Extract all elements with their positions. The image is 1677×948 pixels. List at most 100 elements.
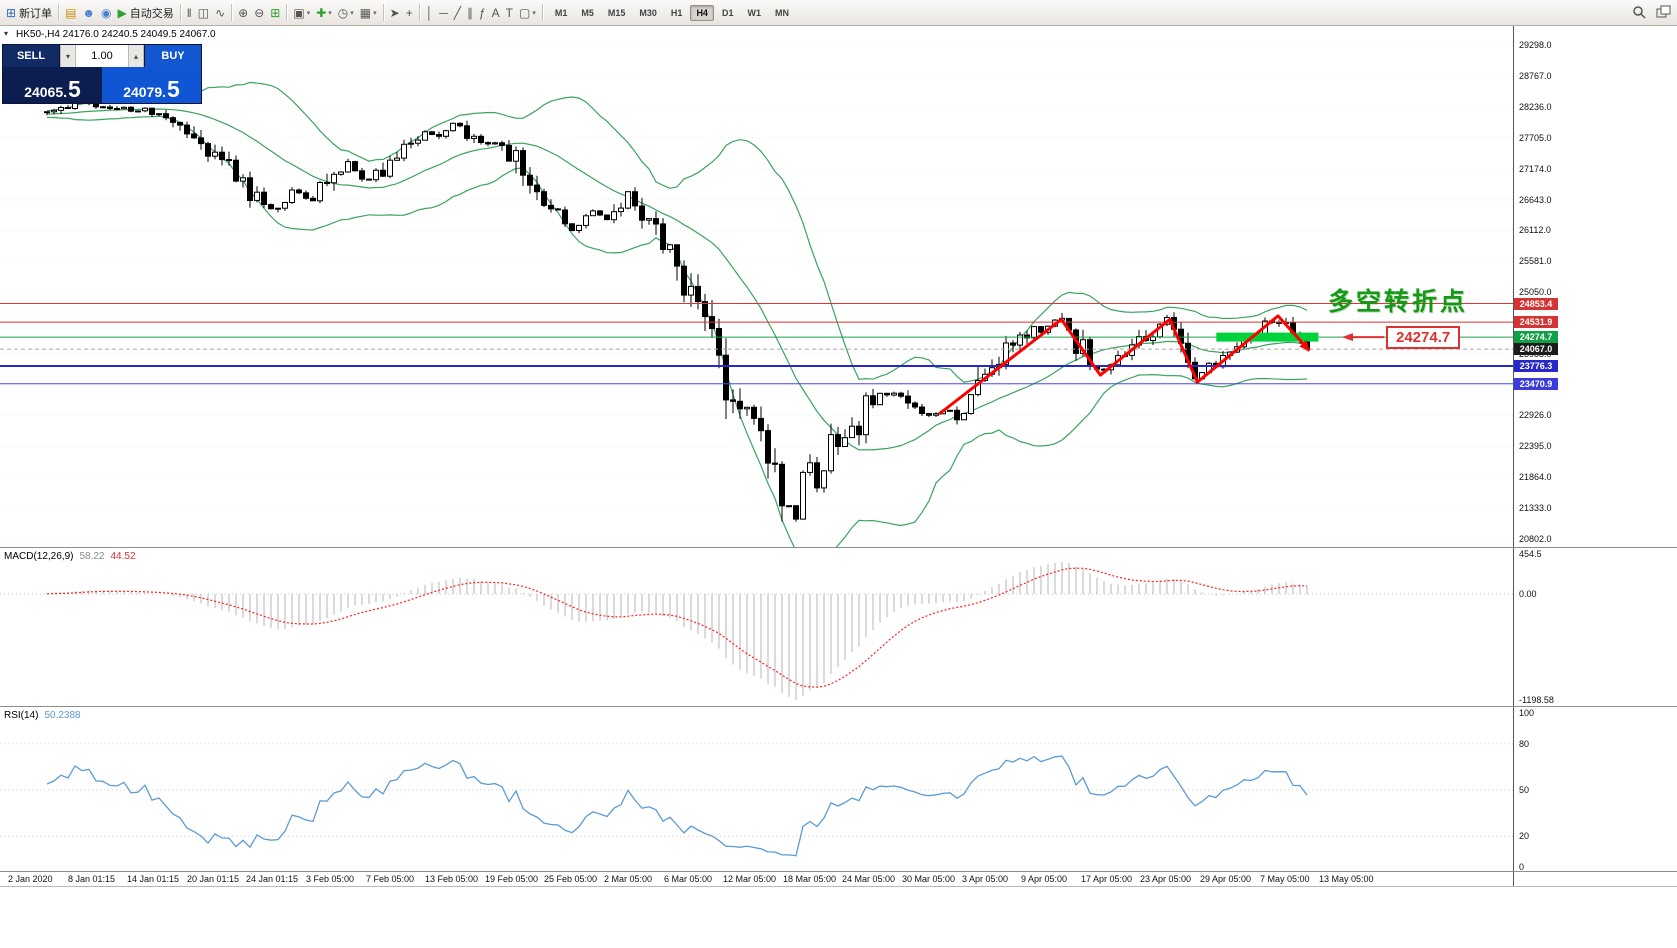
timeframe-h1[interactable]: H1 (670, 7, 683, 18)
timeframe-m1[interactable]: M1 (554, 7, 568, 18)
panel-separator[interactable] (0, 547, 1677, 548)
shapes-button[interactable]: ▢ ▾ (516, 2, 539, 23)
crosshair-button[interactable]: + (403, 2, 416, 23)
candlestick-chart-icon: ◫ (197, 5, 210, 20)
timeframe-h4[interactable]: H4 (690, 4, 714, 21)
grid-icon: ⊞ (270, 5, 281, 20)
volume-control[interactable]: ▾ 1.00 ▴ (59, 45, 145, 67)
horizontal-line-button[interactable]: ─ (436, 2, 451, 23)
bar-chart-button[interactable]: ‖ (184, 2, 195, 23)
buy-button[interactable]: BUY (145, 45, 201, 67)
text-button[interactable]: A (489, 2, 503, 23)
bar-chart-icon: ‖ (186, 5, 192, 20)
trend-zigzag-lines[interactable] (938, 314, 1311, 416)
macd-main-value: 58.22 (79, 551, 105, 562)
label-icon: T (505, 5, 513, 20)
price-tick-label: 22395.0 (1519, 441, 1552, 451)
annotation-text[interactable]: 多空转折点 (1328, 288, 1469, 316)
timeframe-m30[interactable]: M30 (639, 7, 657, 18)
timeframe-m5[interactable]: M5 (581, 7, 594, 18)
chevron-down-icon[interactable]: ▾ (328, 9, 332, 17)
support-button[interactable]: ◉ (98, 2, 114, 23)
profile-button[interactable]: ☻ (79, 2, 98, 23)
panel-separator[interactable] (0, 706, 1677, 707)
time-axis[interactable]: 2 Jan 2020 8 Jan 01:15 14 Jan 01:15 20 Jan … (0, 872, 1513, 886)
price-tick-label: 26112.0 (1519, 225, 1551, 235)
label-button[interactable]: T (503, 2, 516, 23)
rsi-svg[interactable] (0, 707, 1513, 871)
horizontal-line-icon: ─ (439, 5, 448, 20)
one-click-collapse-icon[interactable]: ▾ (4, 29, 9, 38)
new-window-icon[interactable] (1656, 5, 1671, 20)
autotrading-button[interactable]: ▶ 自动交易 (115, 2, 177, 23)
sell-price[interactable]: 24065. 5 (3, 67, 102, 103)
price-tick-label: 21864.0 (1519, 472, 1552, 482)
price-callout[interactable]: 24274.7 (1386, 326, 1461, 349)
macd-axis: 454.5 0.00 -1198.58 (1514, 548, 1677, 706)
volume-input[interactable]: 1.00 (91, 50, 113, 62)
search-icon[interactable] (1632, 5, 1647, 20)
metaeditor-button[interactable]: ▤ (62, 2, 79, 23)
chevron-down-icon[interactable]: ▾ (306, 9, 311, 17)
price-tick-label: 29298.0 (1519, 40, 1552, 50)
vertical-line-button[interactable]: │ (423, 2, 437, 23)
panel-separator (0, 871, 1677, 872)
rsi-tick-label: 100 (1519, 708, 1535, 718)
chevron-down-icon[interactable]: ▾ (350, 9, 354, 17)
grid-lines (0, 44, 1513, 540)
buy-price-small: 24079. (123, 84, 167, 100)
horizontal-level-lines[interactable] (0, 303, 1513, 385)
autotrading-button-label: 自动交易 (129, 7, 174, 20)
candlestick-chart-button[interactable]: ◫ (195, 2, 212, 23)
toolbar-right (1632, 0, 1671, 25)
timeframe-d1[interactable]: D1 (721, 7, 734, 18)
templates-button[interactable]: ▦ ▾ (357, 2, 380, 23)
time-tick-label: 29 Apr 05:00 (1200, 874, 1252, 884)
price-level-badge: 24067.0 (1514, 343, 1558, 355)
sell-button[interactable]: SELL (3, 45, 59, 67)
periods-button[interactable]: ◷ ▾ (335, 2, 357, 23)
chevron-down-icon[interactable]: ▾ (532, 9, 536, 17)
time-tick-label: 17 Apr 05:00 (1081, 874, 1133, 884)
price-axis-column[interactable]: 29298.0 28767.0 28236.0 27705.0 27174.0 26643… (1513, 25, 1677, 886)
new-order-button[interactable]: ⊞ 新订单 (3, 2, 55, 23)
time-tick-label: 24 Mar 05:00 (842, 874, 896, 884)
support-zone-bar[interactable] (1216, 332, 1319, 342)
channel-button[interactable]: ∥ (464, 2, 476, 23)
main-chart-svg[interactable] (0, 25, 1513, 547)
macd-name: MACD(12,26,9) (4, 551, 74, 562)
time-tick-label: 7 May 05:00 (1260, 874, 1310, 884)
buy-price[interactable]: 24079. 5 (102, 67, 201, 103)
trendline-button[interactable]: ╱ (451, 2, 464, 23)
rsi-value: 50.2388 (44, 710, 81, 721)
cursor-button[interactable]: ➤ (387, 2, 403, 23)
price-tick-label: 20802.0 (1519, 534, 1552, 544)
price-level-badge: 24274.7 (1514, 331, 1558, 343)
rsi-line (46, 755, 1308, 857)
chevron-down-icon[interactable]: ▾ (373, 9, 377, 17)
fibonacci-button[interactable]: ƒ (476, 2, 489, 23)
macd-svg[interactable] (0, 548, 1513, 706)
price-tick-label: 25050.0 (1519, 287, 1552, 297)
timeframe-m15[interactable]: M15 (607, 7, 626, 18)
indicators-button[interactable]: ✚ ▾ (313, 2, 335, 23)
timeframe-mn[interactable]: MN (774, 7, 789, 18)
macd-tick-label: -1198.58 (1519, 695, 1554, 705)
time-tick-label: 3 Feb 05:00 (306, 874, 355, 884)
timeframe-w1[interactable]: W1 (747, 7, 761, 18)
tile-windows-button[interactable]: ▣ ▾ (290, 2, 313, 23)
macd-signal-value: 44.52 (110, 551, 136, 562)
one-click-trading-panel[interactable]: SELL ▾ 1.00 ▴ BUY 24065. 5 24079. 5 (2, 44, 202, 104)
shapes-icon: ▢ (519, 5, 531, 20)
zoom-in-button[interactable]: ⊕ (235, 2, 251, 23)
volume-decrement-button[interactable]: ▾ (60, 45, 76, 67)
window-bottom-border (0, 886, 1677, 887)
volume-increment-button[interactable]: ▴ (128, 45, 144, 67)
toolbar-separator (541, 4, 543, 21)
zoom-out-button[interactable]: ⊖ (251, 2, 267, 23)
time-tick-label: 19 Feb 05:00 (485, 874, 539, 884)
time-tick-label: 3 Apr 05:00 (962, 874, 1009, 884)
line-chart-button[interactable]: ∿ (212, 2, 228, 23)
grid-button[interactable]: ⊞ (267, 2, 283, 23)
new-order-icon: ⊞ (6, 5, 17, 20)
